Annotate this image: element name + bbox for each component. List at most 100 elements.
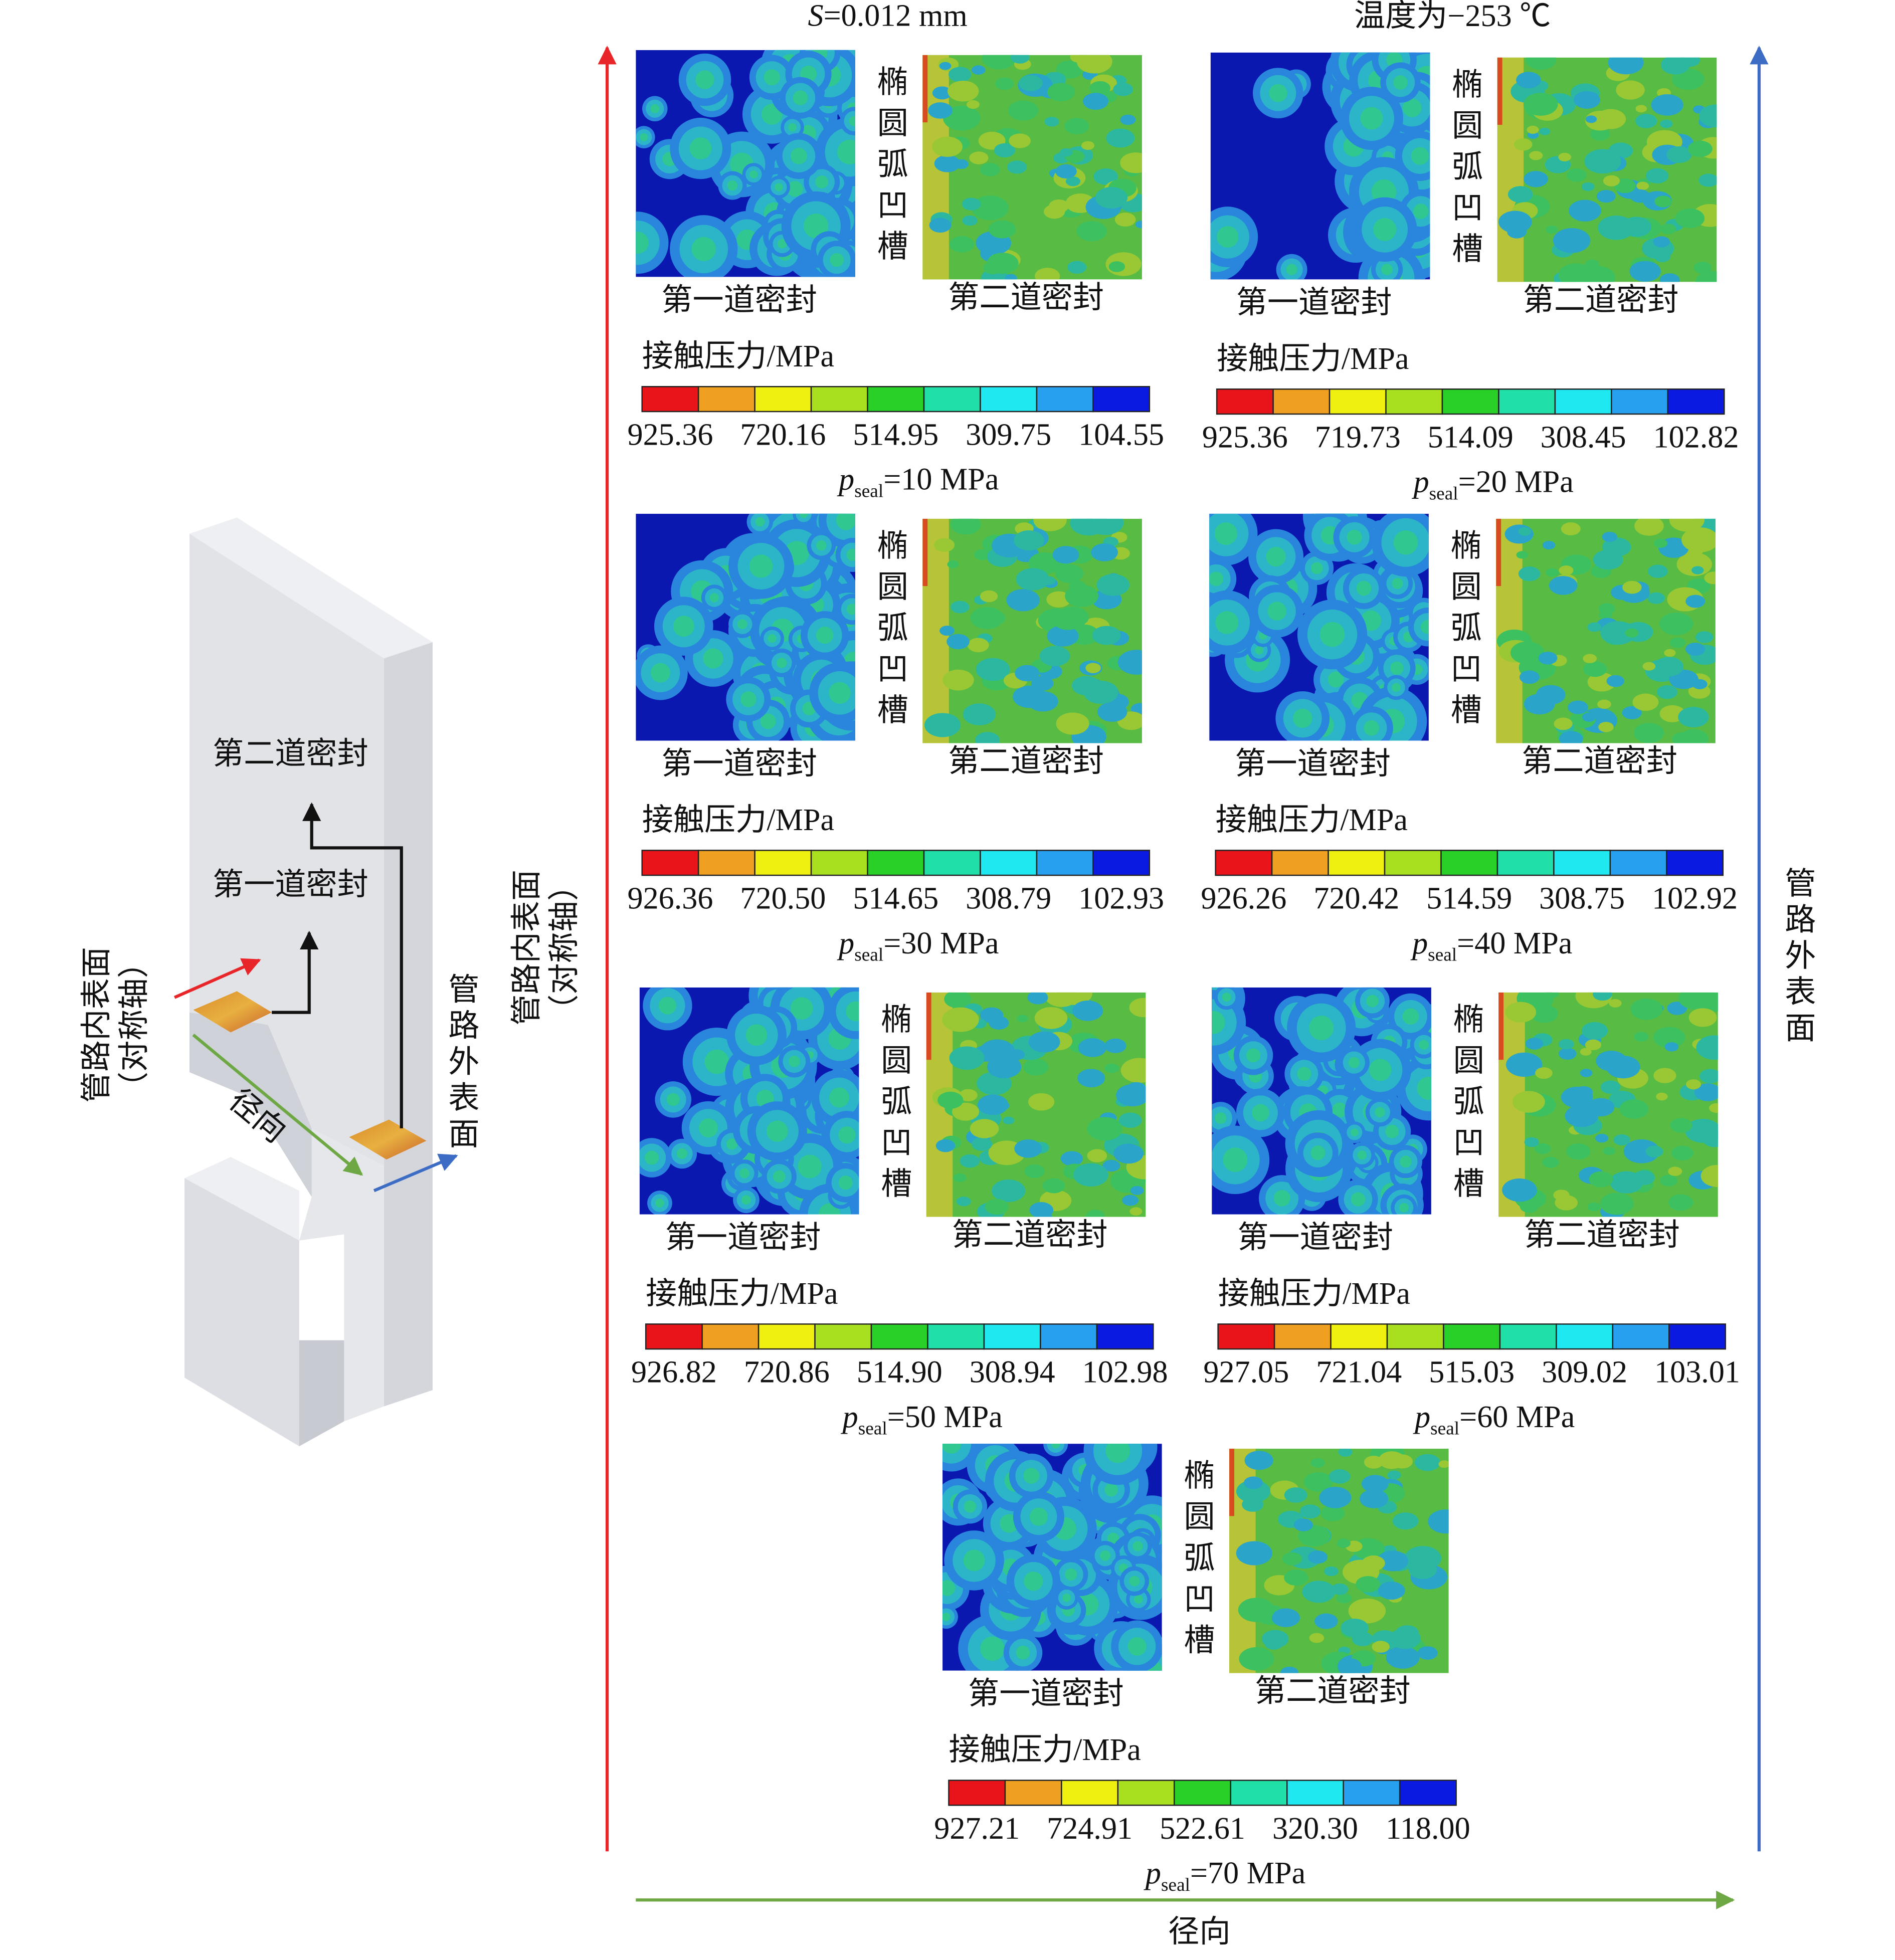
colorbar-label: 720.86 <box>744 1355 830 1390</box>
blob <box>745 1024 768 1046</box>
blob <box>987 253 1019 274</box>
blob <box>1561 522 1581 535</box>
blob <box>767 1120 788 1142</box>
blob <box>1135 221 1142 229</box>
blob <box>1546 568 1559 577</box>
blob <box>1284 1570 1308 1586</box>
colorbar-segment <box>1440 850 1498 876</box>
colorbar-label: 514.09 <box>1428 420 1513 454</box>
blob <box>1545 992 1559 999</box>
blob <box>1685 643 1705 656</box>
blob <box>1510 641 1545 664</box>
blob <box>1102 1159 1120 1172</box>
colorbar-segment <box>1666 850 1724 876</box>
blob <box>956 1197 971 1207</box>
blob <box>1348 1057 1360 1068</box>
blob <box>1319 622 1345 647</box>
colorbar-label: 104.55 <box>1078 418 1164 452</box>
blob <box>1089 81 1110 95</box>
contour-map <box>1210 52 1430 280</box>
blob <box>1600 1080 1621 1094</box>
blob <box>1704 571 1716 584</box>
blob <box>837 139 855 164</box>
blob <box>1364 1455 1384 1469</box>
blob <box>1502 1178 1537 1202</box>
blob <box>978 1094 1009 1115</box>
blob <box>1635 105 1647 113</box>
blob <box>1008 1049 1025 1060</box>
blob <box>1428 1509 1449 1534</box>
blob <box>1595 1133 1609 1143</box>
blob <box>1062 1594 1071 1602</box>
colorbar-label: 522.61 <box>1160 1812 1245 1846</box>
pressure-label: pseal=30 MPa <box>837 926 999 965</box>
blob <box>768 634 777 643</box>
blob <box>1028 1093 1055 1111</box>
blob <box>1096 574 1130 596</box>
colorbar-segment <box>1553 850 1611 876</box>
arrow-outer <box>373 1153 458 1193</box>
blob <box>1518 527 1532 536</box>
blob <box>962 198 981 211</box>
colorbar-label: 103.01 <box>1654 1355 1740 1390</box>
blob <box>1581 182 1595 191</box>
colorbar-label: 721.04 <box>1316 1355 1402 1390</box>
blob <box>1561 1086 1593 1108</box>
blob <box>1044 117 1059 127</box>
contour-map <box>639 987 859 1215</box>
blob <box>1006 589 1040 612</box>
colorbar-segment <box>697 386 755 413</box>
blob <box>1055 164 1077 179</box>
blob <box>1589 1171 1613 1188</box>
blob <box>944 992 971 1008</box>
blob <box>1685 595 1705 608</box>
blob <box>1668 1194 1693 1211</box>
blob <box>1566 168 1587 182</box>
blob <box>1392 578 1403 590</box>
colorbar-label: 308.79 <box>966 882 1051 916</box>
blob <box>1532 696 1551 709</box>
blob <box>644 1150 659 1165</box>
blob <box>1024 1572 1043 1591</box>
colorbar-segment <box>1384 850 1442 876</box>
symbol: p <box>1144 1856 1161 1890</box>
blob <box>726 1138 738 1150</box>
colorbar-segment <box>1385 388 1443 415</box>
blob <box>1390 661 1404 675</box>
blob <box>775 183 783 191</box>
blob <box>1569 200 1601 222</box>
blob <box>1005 274 1017 280</box>
blob <box>650 663 670 683</box>
blob <box>963 703 996 725</box>
blob <box>1653 538 1668 548</box>
blob <box>1633 723 1664 743</box>
arrow-first-seal <box>272 930 319 1014</box>
blob <box>1415 1454 1440 1471</box>
blob <box>1023 1059 1049 1076</box>
pressure-text: =20 MPa <box>1458 465 1574 499</box>
blob <box>1554 717 1573 730</box>
blob <box>1052 546 1079 564</box>
colorbar-segment <box>1667 388 1725 415</box>
blob <box>1696 1035 1718 1060</box>
blob <box>935 1139 956 1152</box>
blob <box>975 732 1000 743</box>
subscript: seal <box>1429 483 1458 504</box>
blob <box>1309 1633 1324 1643</box>
blob <box>1653 251 1671 263</box>
blob <box>959 1089 978 1102</box>
blob <box>1583 654 1597 663</box>
blob <box>1338 1658 1362 1673</box>
blob <box>1596 189 1616 203</box>
blob <box>1362 1475 1389 1493</box>
blob <box>1403 98 1422 117</box>
slab-side <box>384 642 433 1407</box>
blob <box>1660 224 1676 235</box>
colorbar-segment <box>1273 1323 1332 1350</box>
map-edge <box>1229 1449 1234 1516</box>
colorbar-segment <box>1328 850 1386 876</box>
blob <box>709 593 719 603</box>
blob <box>1699 104 1717 128</box>
blob <box>640 133 648 141</box>
blob <box>1574 91 1600 109</box>
